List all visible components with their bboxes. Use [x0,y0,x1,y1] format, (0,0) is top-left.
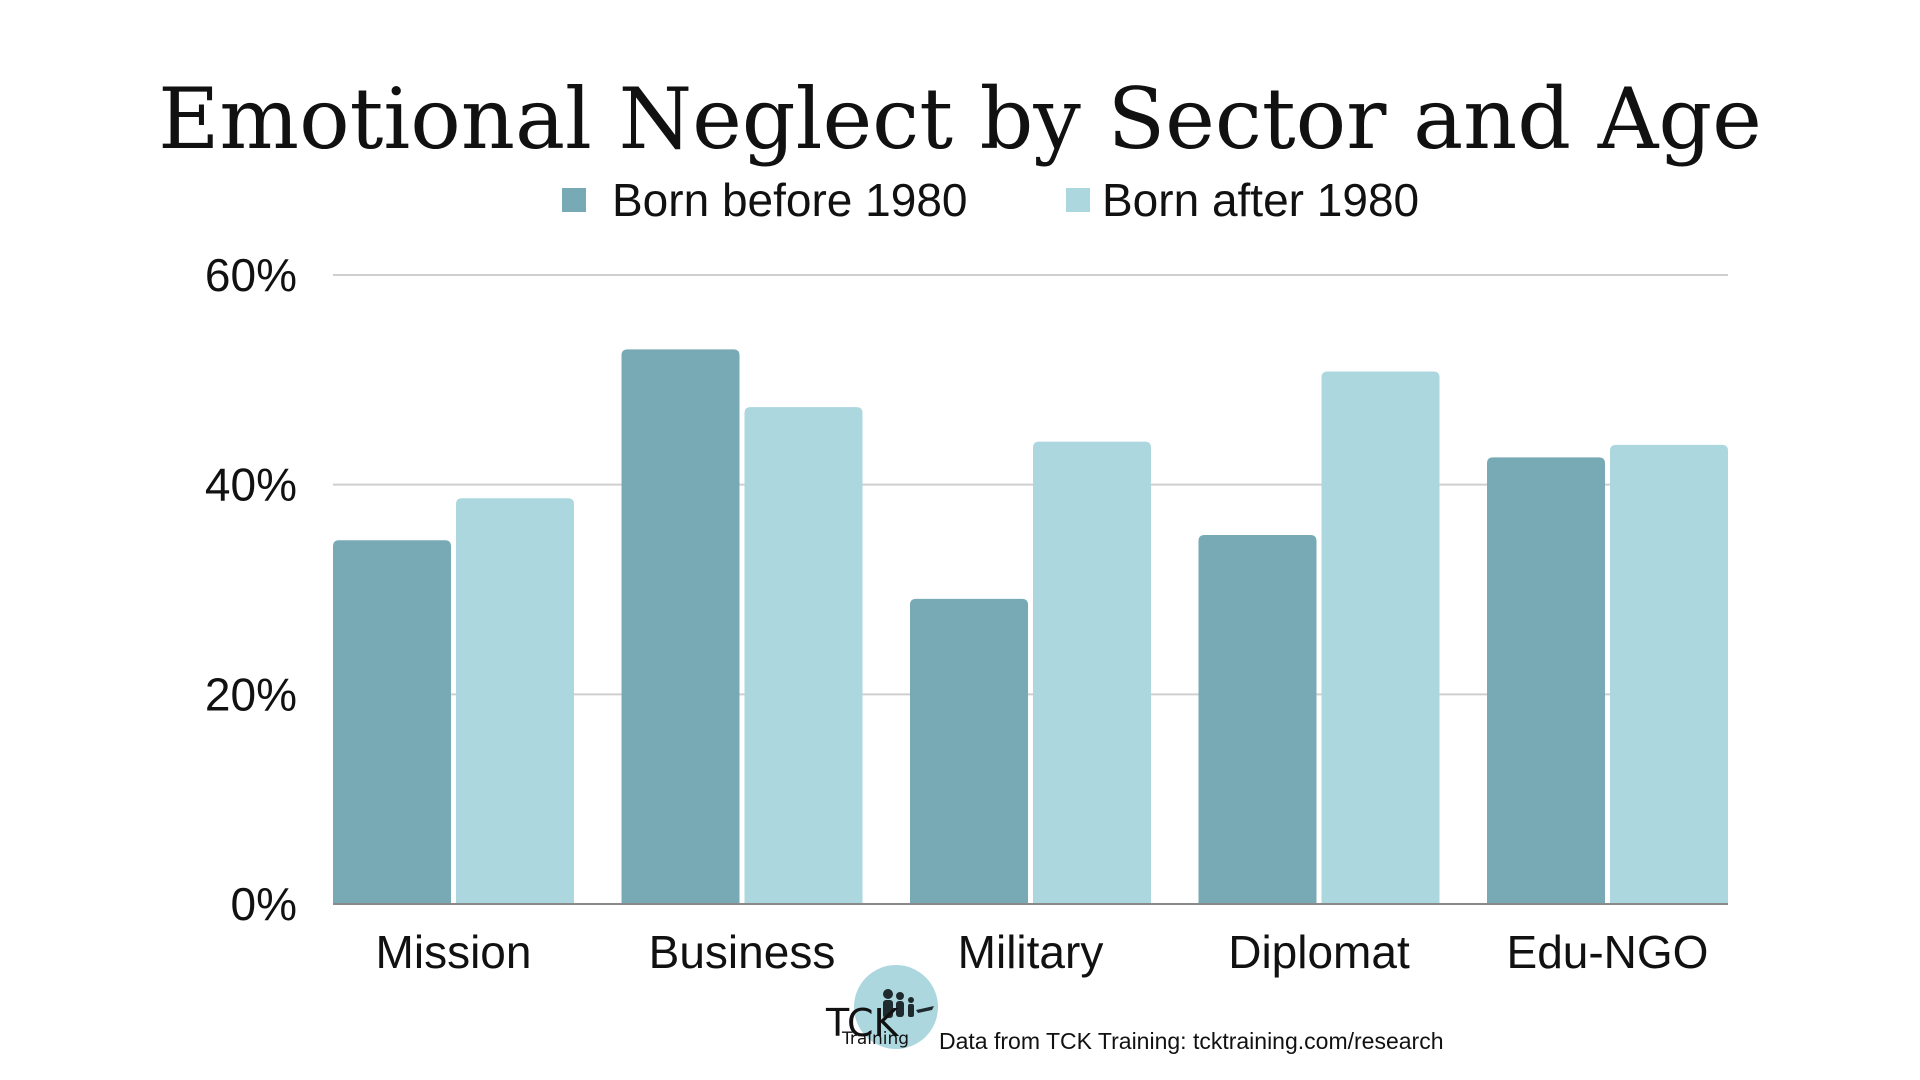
chart-title: Emotional Neglect by Sector and Age [158,70,1762,168]
x-tick-label: Military [958,926,1104,978]
logo-text-primary: TCK [825,1001,900,1045]
legend-swatch-after-1980 [1066,188,1090,212]
bar-business-before-1980 [621,349,740,905]
family-silhouette-icon [883,989,934,1018]
legend-label-after-1980: Born after 1980 [1102,174,1419,226]
logo-text-secondary: Training [841,1029,909,1049]
bars [333,349,1728,905]
bar-diplomat-before-1980 [1198,534,1317,904]
legend: Born before 1980 Born after 1980 [562,174,1419,226]
x-tick-label: Edu-NGO [1507,926,1709,978]
bar-military-after-1980 [1033,441,1151,904]
x-tick-label: Diplomat [1228,926,1410,978]
y-tick-label: 0% [231,878,297,930]
x-tick-label: Business [649,926,836,978]
bar-diplomat-after-1980 [1321,371,1440,904]
legend-label-before-1980: Born before 1980 [612,174,968,226]
y-tick-label: 20% [205,668,297,720]
x-tick-label: Mission [376,926,532,978]
legend-swatch-before-1980 [562,188,586,212]
bar-military-before-1980 [910,598,1028,904]
bar-mission-before-1980 [333,540,451,904]
x-axis-labels: Mission Business Military Diplomat Edu-NGO [376,926,1709,978]
source-note: Data from TCK Training: tcktraining.com/… [939,1028,1443,1054]
bar-edu-ngo-after-1980 [1610,444,1728,904]
tck-training-logo: TCK Training [825,965,938,1049]
bar-business-after-1980 [744,407,863,904]
y-tick-label: 60% [205,249,297,301]
bar-edu-ngo-before-1980 [1487,457,1605,904]
bar-mission-after-1980 [456,498,574,904]
y-axis-ticks: 0% 20% 40% 60% [205,249,297,930]
y-tick-label: 40% [205,459,297,511]
